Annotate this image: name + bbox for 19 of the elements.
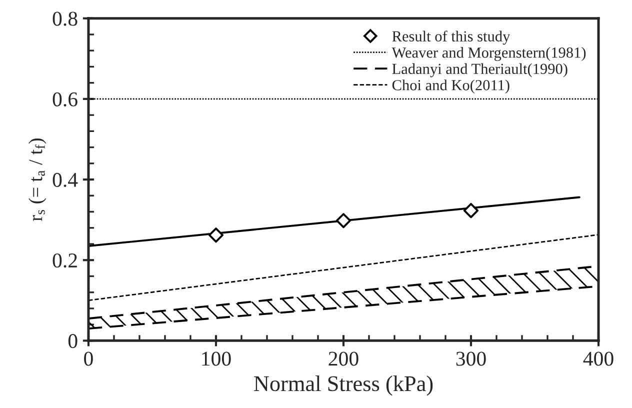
x-tick-label: 0: [84, 352, 93, 366]
y-tick-label: 0: [68, 334, 78, 348]
x-tick-label: 400: [583, 352, 614, 366]
y-tick-label: 0.8: [52, 12, 78, 26]
x-axis-title: Normal Stress (kPa): [254, 376, 433, 396]
y-tick-label: 0.2: [52, 253, 77, 268]
point: [208, 228, 224, 243]
x-tick-label: 100: [202, 352, 231, 366]
legend-label: Choi and Ko(2011): [392, 80, 510, 94]
y-axis-title: r$_{s}$ (= t$_{a}$ / t$_{f}$): [28, 138, 46, 222]
legend-label: Result of this study: [392, 30, 510, 45]
x-tick-label: 200: [328, 352, 358, 366]
x-tick-label: 300: [456, 352, 486, 366]
legend-label: Ladanyi and Theriault(1990): [392, 63, 568, 78]
point: [336, 213, 352, 228]
legend-label: Weaver and Morgenstern(1981): [392, 47, 586, 61]
point: [463, 202, 479, 218]
y-tick-label: 0.6: [52, 92, 78, 106]
y-tick-label: 0.4: [52, 172, 78, 188]
